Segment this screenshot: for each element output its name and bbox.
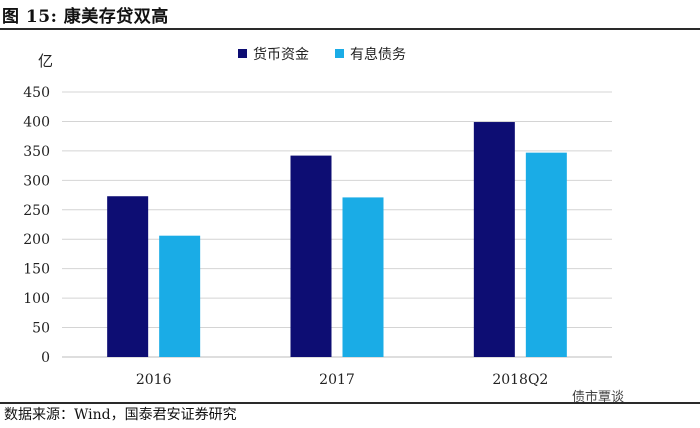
bar-货币资金-2018Q2 [473, 122, 515, 358]
y-axis: 0 50 100 150 200 250 300 350 400 450 [23, 85, 50, 366]
bar-有息债务-2017 [342, 197, 384, 357]
bar-货币资金-2016 [107, 196, 149, 357]
y-tick-label: 250 [23, 203, 50, 219]
y-tick-label: 200 [23, 232, 50, 248]
bar-货币资金-2017 [290, 155, 332, 357]
bar-有息债务-2018Q2 [525, 152, 567, 357]
x-axis: 2016 2017 2018Q2 [136, 372, 548, 388]
x-tick-label: 2018Q2 [492, 372, 548, 388]
bars [107, 122, 567, 358]
y-tick-label: 0 [41, 350, 50, 366]
legend-swatch [238, 49, 247, 58]
gridlines [62, 91, 612, 358]
figure-title: 图 15: 康美存贷双高 [2, 7, 169, 27]
legend-label: 有息债务 [350, 46, 406, 63]
x-tick-label: 2017 [319, 372, 355, 388]
watermark: 债市覃谈 [572, 390, 625, 405]
y-tick-label: 150 [23, 262, 50, 278]
legend: 货币资金 有息债务 [238, 46, 406, 63]
legend-swatch [335, 49, 344, 58]
y-tick-label: 100 [23, 291, 50, 307]
legend-label: 货币资金 [253, 46, 309, 63]
y-tick-label: 400 [23, 114, 50, 130]
y-tick-label: 300 [23, 173, 50, 189]
x-tick-label: 2016 [136, 372, 172, 388]
y-tick-label: 450 [23, 85, 50, 101]
bar-有息债务-2016 [159, 235, 201, 357]
source-note: 数据来源：Wind，国泰君安证券研究 [4, 407, 237, 423]
chart-frame: 0 50 100 150 200 250 300 350 400 450 2016 2017 2018… [0, 28, 700, 404]
y-tick-label: 350 [23, 144, 50, 160]
y-tick-label: 50 [32, 321, 50, 337]
bar-chart: 0 50 100 150 200 250 300 350 400 450 2016 2017 2018… [23, 46, 612, 388]
y-axis-label: 亿 [38, 52, 53, 70]
